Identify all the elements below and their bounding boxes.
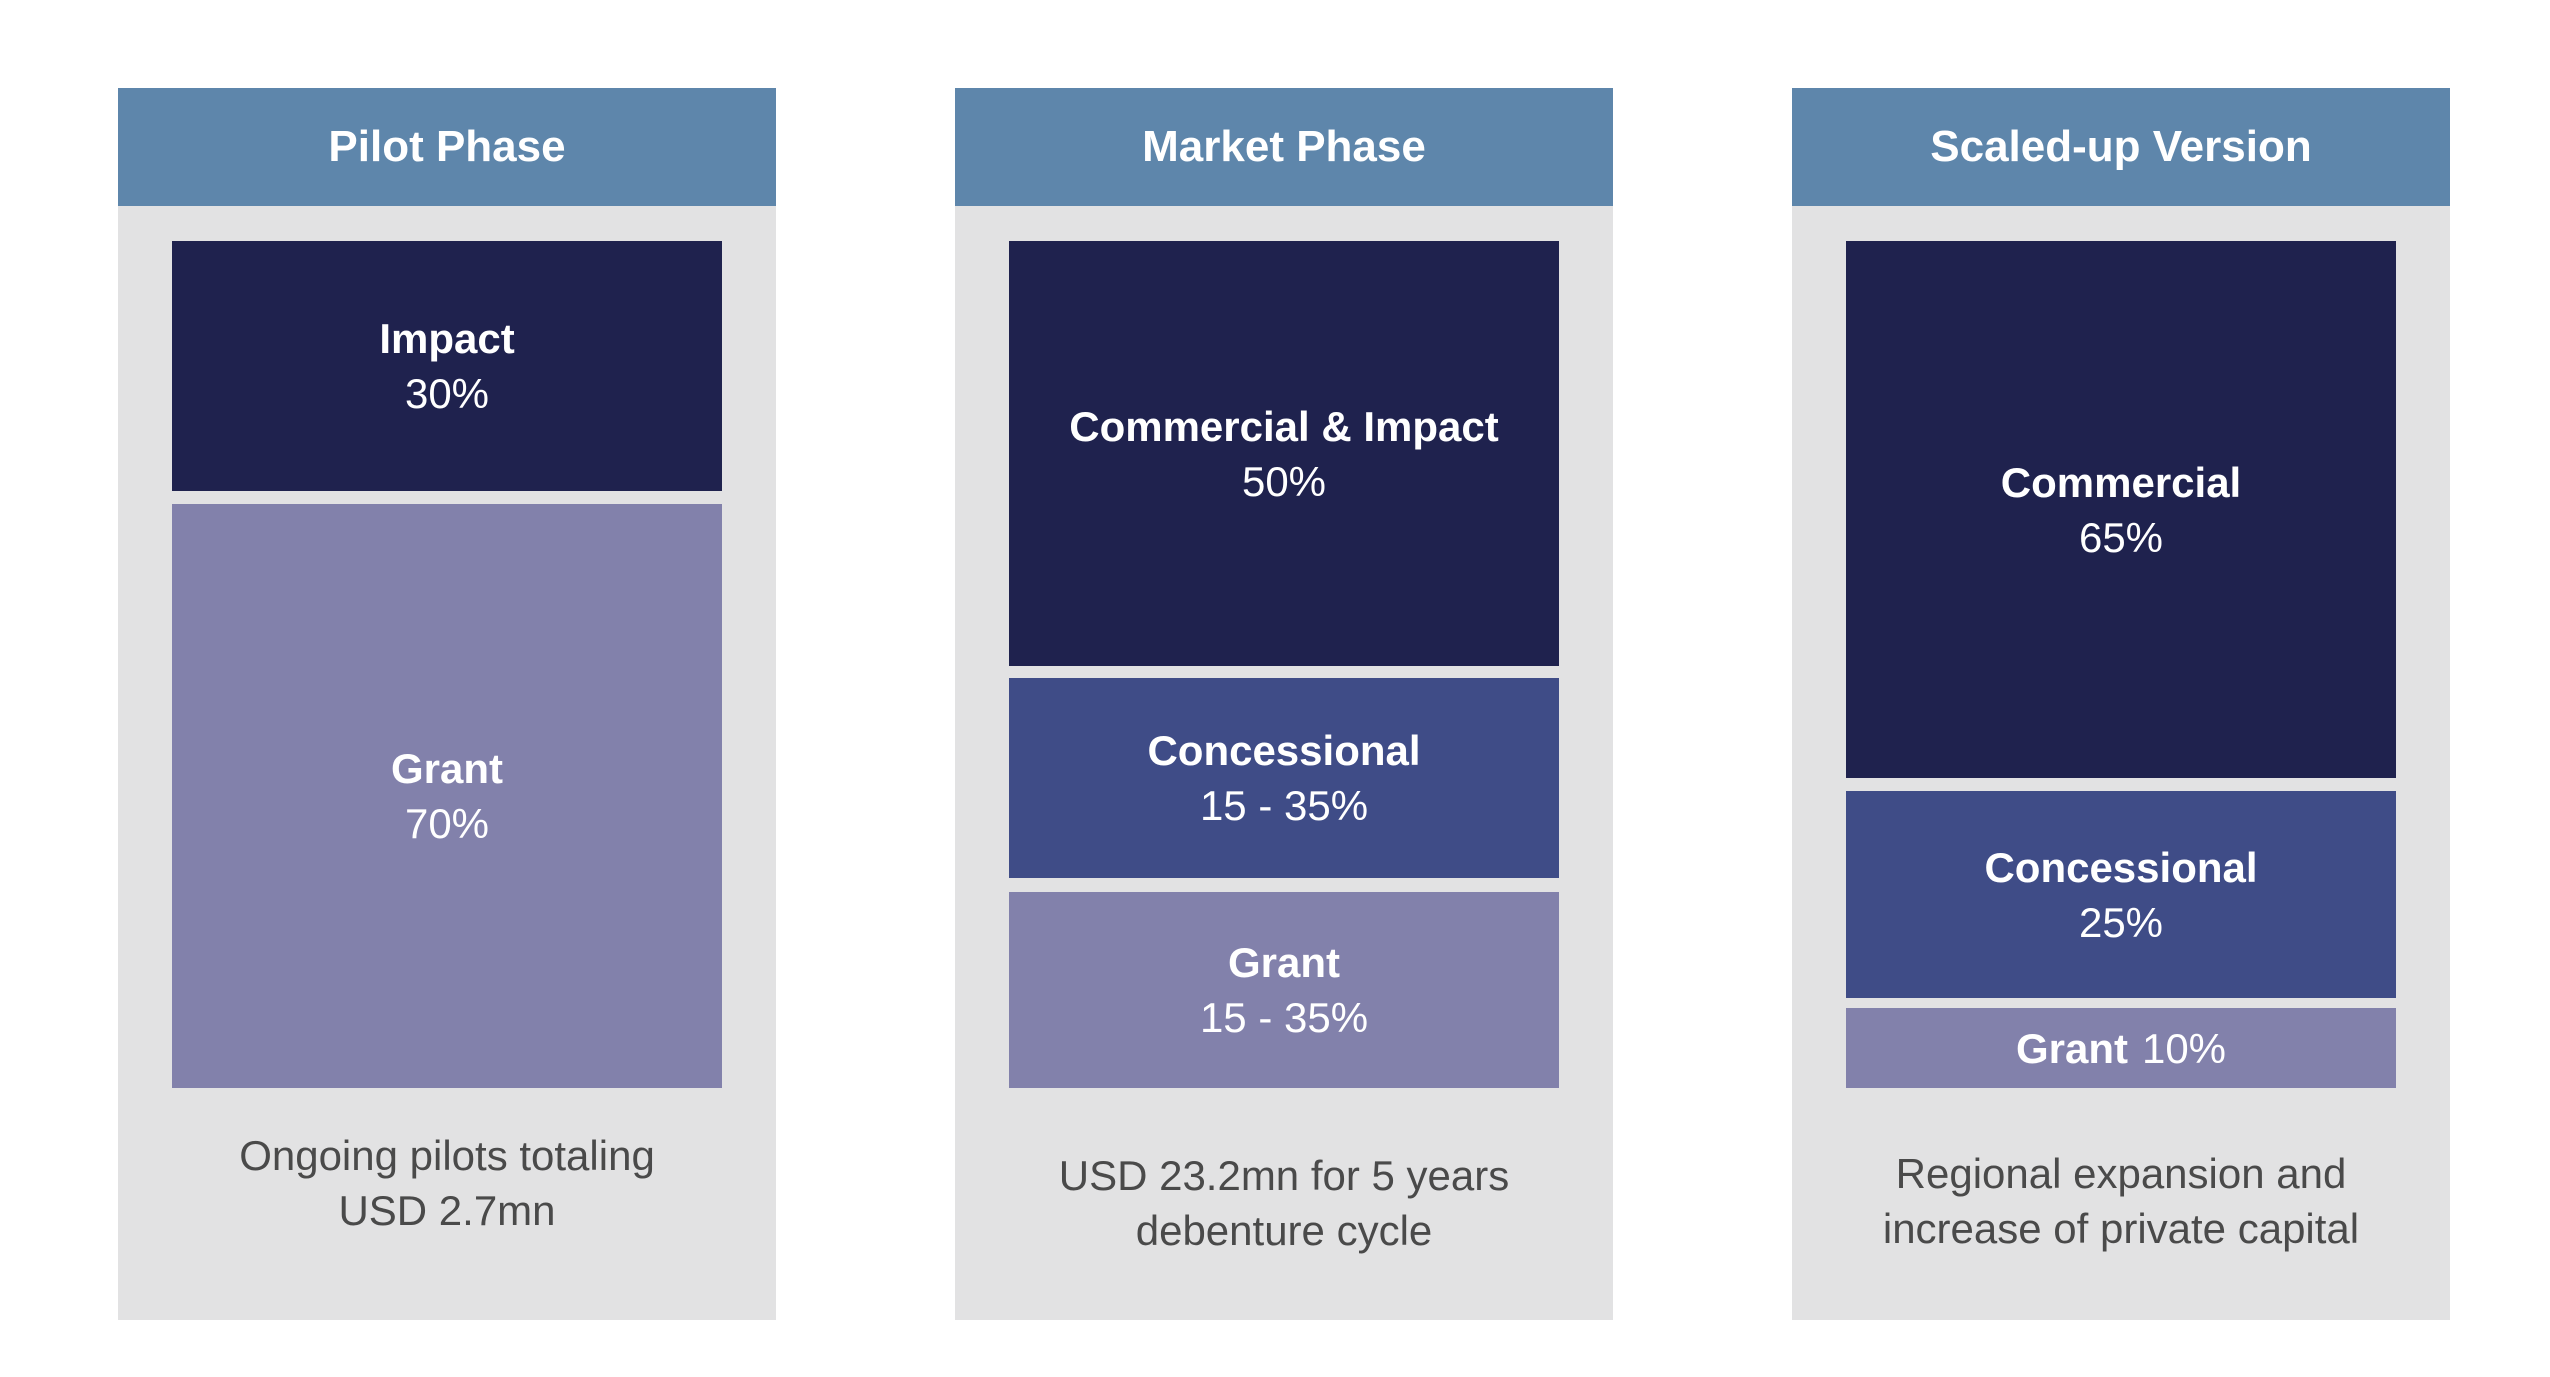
segment-label: Grant — [1227, 939, 1340, 986]
concessional-segment: Concessional 25% — [1846, 791, 2396, 998]
market-phase-header: Market Phase — [955, 88, 1613, 206]
impact-segment: Impact 30% — [172, 241, 722, 491]
segment-value: 25% — [2078, 898, 2164, 946]
scaled-up-version-panel: Scaled-up Version Commercial 65% Concess… — [1792, 88, 2450, 1320]
segment-label: Concessional — [1147, 727, 1421, 774]
pilot-phase-header: Pilot Phase — [118, 88, 776, 206]
segment-value: 30% — [404, 370, 490, 417]
segment-value: 65% — [2078, 513, 2164, 561]
grant-segment: Grant 70% — [172, 504, 722, 1088]
caption-line: Regional expansion and — [1895, 1150, 2347, 1197]
segment-label: Concessional — [1984, 843, 2258, 891]
commercial-segment: Commercial 65% — [1846, 241, 2396, 778]
segment-label: Commercial & Impact — [1069, 402, 1499, 450]
commercial-impact-segment: Commercial & Impact 50% — [1009, 241, 1559, 666]
scaled-up-version-caption: Regional expansion and increase of priva… — [1812, 1146, 2430, 1256]
segment-label: Grant — [2015, 1024, 2128, 1072]
scaled-up-version-header: Scaled-up Version — [1792, 88, 2450, 206]
segment-value: 70% — [404, 800, 490, 847]
caption-line: increase of private capital — [1882, 1205, 2360, 1252]
caption-line: USD 23.2mn for 5 years — [1058, 1152, 1510, 1199]
pilot-phase-panel: Pilot Phase Impact 30% Grant 70% Ongoing… — [118, 88, 776, 1320]
segment-value: 50% — [1241, 457, 1327, 505]
segment-value: 15 - 35% — [1199, 782, 1369, 829]
segment-value: 15 - 35% — [1199, 994, 1369, 1041]
market-phase-caption: USD 23.2mn for 5 years debenture cycle — [975, 1148, 1593, 1258]
market-phase-panel: Market Phase Commercial & Impact 50% Con… — [955, 88, 1613, 1320]
grant-segment: Grant 10% — [1846, 1008, 2396, 1088]
segment-value: 10% — [2141, 1024, 2227, 1072]
pilot-phase-caption: Ongoing pilots totaling USD 2.7mn — [138, 1128, 756, 1238]
caption-line: debenture cycle — [1135, 1207, 1433, 1254]
grant-segment: Grant 15 - 35% — [1009, 892, 1559, 1088]
concessional-segment: Concessional 15 - 35% — [1009, 678, 1559, 878]
segment-label: Commercial — [2000, 458, 2242, 506]
segment-label: Impact — [379, 315, 515, 362]
caption-line: USD 2.7mn — [338, 1187, 556, 1234]
caption-line: Ongoing pilots totaling — [239, 1132, 655, 1179]
segment-label: Grant — [390, 745, 503, 792]
